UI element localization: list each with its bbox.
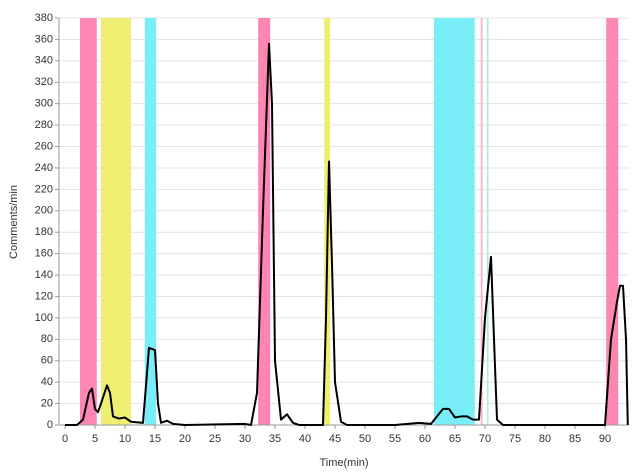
x-tick-label: 55 <box>389 433 401 445</box>
x-tick-label: 15 <box>149 433 161 445</box>
band <box>80 18 97 425</box>
x-tick-label: 50 <box>359 433 371 445</box>
band <box>480 18 483 425</box>
y-tick-label: 340 <box>35 55 53 67</box>
x-tick-label: 0 <box>62 433 68 445</box>
band <box>144 18 157 425</box>
x-axis-label: Time(min) <box>319 457 368 469</box>
x-tick-label: 70 <box>479 433 491 445</box>
x-tick-label: 75 <box>509 433 521 445</box>
y-tick-label: 160 <box>35 248 53 260</box>
x-tick-label: 80 <box>539 433 551 445</box>
y-tick-label: 380 <box>35 12 53 24</box>
x-tick-label: 20 <box>179 433 191 445</box>
band <box>606 18 619 425</box>
y-tick-label: 260 <box>35 140 53 152</box>
y-tick-label: 220 <box>35 183 53 195</box>
x-tick-label: 30 <box>239 433 251 445</box>
y-tick-label: 360 <box>35 33 53 45</box>
y-tick-label: 20 <box>41 397 53 409</box>
band <box>486 18 489 425</box>
y-tick-label: 200 <box>35 205 53 217</box>
x-tick-label: 65 <box>449 433 461 445</box>
y-tick-label: 120 <box>35 290 53 302</box>
x-tick-label: 10 <box>119 433 131 445</box>
x-tick-label: 60 <box>419 433 431 445</box>
y-tick-label: 240 <box>35 162 53 174</box>
y-tick-label: 100 <box>35 312 53 324</box>
x-tick-label: 5 <box>92 433 98 445</box>
x-tick-label: 25 <box>209 433 221 445</box>
x-tick-label: 45 <box>329 433 341 445</box>
band <box>101 18 131 425</box>
x-tick-label: 90 <box>599 433 611 445</box>
y-tick-label: 300 <box>35 98 53 110</box>
y-tick-label: 140 <box>35 269 53 281</box>
y-tick-label: 180 <box>35 226 53 238</box>
x-tick-label: 40 <box>299 433 311 445</box>
y-tick-label: 280 <box>35 119 53 131</box>
y-tick-label: 0 <box>47 419 53 431</box>
y-tick-label: 320 <box>35 76 53 88</box>
data-line <box>65 42 629 426</box>
y-tick-label: 60 <box>41 355 53 367</box>
x-tick-label: 85 <box>569 433 581 445</box>
y-tick-label: 40 <box>41 376 53 388</box>
y-axis-label: Comments/min <box>8 185 20 259</box>
band <box>434 18 475 425</box>
y-tick-label: 80 <box>41 333 53 345</box>
x-tick-label: 35 <box>269 433 281 445</box>
